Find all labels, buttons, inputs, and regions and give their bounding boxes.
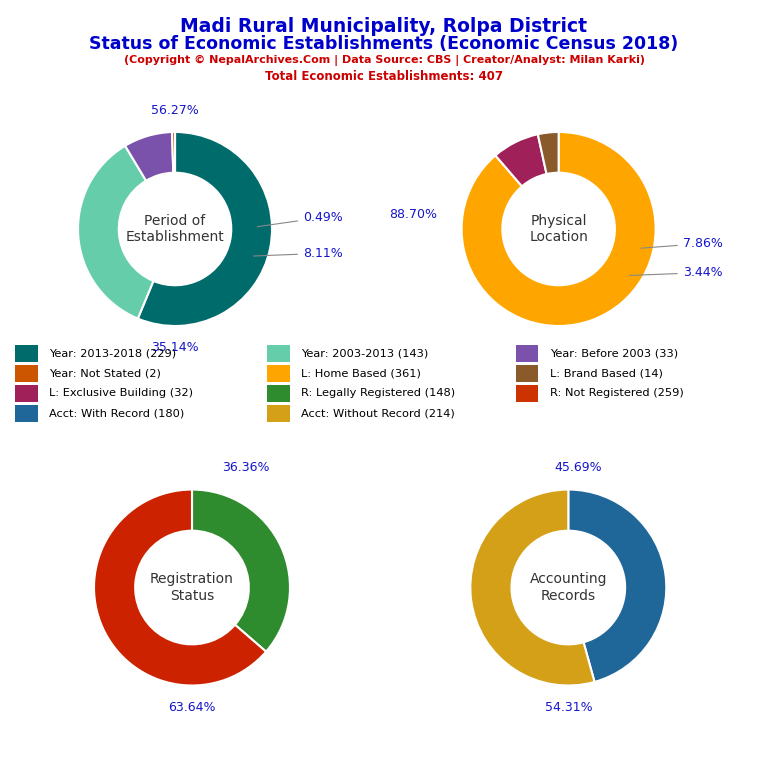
Text: Year: 2013-2018 (229): Year: 2013-2018 (229)	[49, 348, 176, 359]
FancyBboxPatch shape	[267, 345, 290, 362]
Text: 8.11%: 8.11%	[253, 247, 343, 260]
Text: 88.70%: 88.70%	[389, 208, 437, 221]
Text: Registration
Status: Registration Status	[150, 572, 234, 603]
Text: L: Exclusive Building (32): L: Exclusive Building (32)	[49, 388, 193, 399]
Wedge shape	[125, 132, 174, 180]
Text: R: Legally Registered (148): R: Legally Registered (148)	[301, 388, 455, 399]
Text: 45.69%: 45.69%	[554, 462, 602, 475]
Wedge shape	[462, 132, 656, 326]
Wedge shape	[192, 489, 290, 652]
Text: Acct: Without Record (214): Acct: Without Record (214)	[301, 408, 455, 419]
Text: Period of
Establishment: Period of Establishment	[126, 214, 224, 244]
Text: Madi Rural Municipality, Rolpa District: Madi Rural Municipality, Rolpa District	[180, 17, 588, 36]
FancyBboxPatch shape	[516, 365, 538, 382]
Text: Year: 2003-2013 (143): Year: 2003-2013 (143)	[301, 348, 429, 359]
Text: 56.27%: 56.27%	[151, 104, 199, 118]
Text: Status of Economic Establishments (Economic Census 2018): Status of Economic Establishments (Econo…	[89, 35, 679, 52]
Text: Acct: With Record (180): Acct: With Record (180)	[49, 408, 184, 419]
Text: R: Not Registered (259): R: Not Registered (259)	[550, 388, 684, 399]
FancyBboxPatch shape	[267, 385, 290, 402]
Text: 63.64%: 63.64%	[168, 700, 216, 713]
Text: Year: Not Stated (2): Year: Not Stated (2)	[49, 368, 161, 379]
Text: (Copyright © NepalArchives.Com | Data Source: CBS | Creator/Analyst: Milan Karki: (Copyright © NepalArchives.Com | Data So…	[124, 55, 644, 66]
Wedge shape	[137, 132, 272, 326]
Text: 35.14%: 35.14%	[151, 341, 199, 354]
Wedge shape	[172, 132, 175, 173]
Text: 3.44%: 3.44%	[629, 266, 723, 279]
Text: L: Home Based (361): L: Home Based (361)	[301, 368, 421, 379]
Wedge shape	[495, 134, 547, 187]
Wedge shape	[78, 146, 154, 319]
FancyBboxPatch shape	[516, 385, 538, 402]
Text: Year: Before 2003 (33): Year: Before 2003 (33)	[550, 348, 677, 359]
FancyBboxPatch shape	[15, 385, 38, 402]
Text: Accounting
Records: Accounting Records	[530, 572, 607, 603]
FancyBboxPatch shape	[516, 345, 538, 362]
FancyBboxPatch shape	[267, 365, 290, 382]
FancyBboxPatch shape	[15, 405, 38, 422]
Wedge shape	[94, 489, 266, 686]
Wedge shape	[538, 132, 558, 174]
Text: Physical
Location: Physical Location	[529, 214, 588, 244]
Wedge shape	[470, 489, 594, 686]
Text: Total Economic Establishments: 407: Total Economic Establishments: 407	[265, 70, 503, 83]
Text: L: Brand Based (14): L: Brand Based (14)	[550, 368, 663, 379]
FancyBboxPatch shape	[267, 405, 290, 422]
Wedge shape	[568, 489, 667, 682]
Text: 54.31%: 54.31%	[545, 700, 592, 713]
FancyBboxPatch shape	[15, 345, 38, 362]
Text: 7.86%: 7.86%	[641, 237, 723, 250]
Text: 0.49%: 0.49%	[257, 211, 343, 227]
Text: 36.36%: 36.36%	[222, 462, 270, 475]
FancyBboxPatch shape	[15, 365, 38, 382]
